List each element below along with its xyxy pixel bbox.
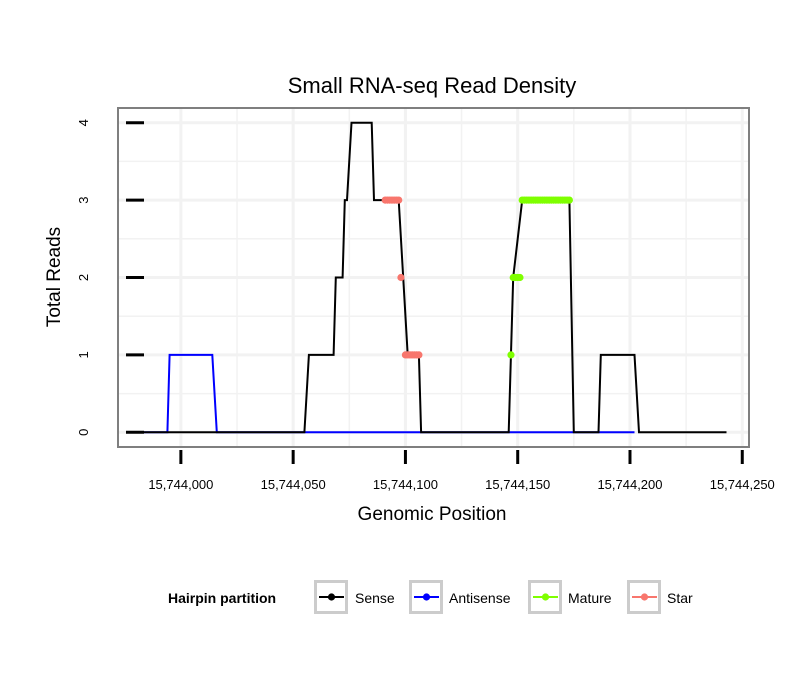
y-tick-label: 2 xyxy=(76,274,91,281)
y-axis: 0 1 2 3 4 xyxy=(76,119,144,436)
x-axis: 15,744,000 15,744,050 15,744,100 15,744,150… xyxy=(148,450,775,492)
legend-title: Hairpin partition xyxy=(168,590,276,606)
legend-label-star: Star xyxy=(667,590,693,606)
x-tick-label: 15,744,050 xyxy=(261,477,326,492)
chart-title: Small RNA-seq Read Density xyxy=(288,73,577,98)
legend-label-sense: Sense xyxy=(355,590,395,606)
legend-label-antisense: Antisense xyxy=(449,590,511,606)
x-axis-title: Genomic Position xyxy=(358,504,507,525)
star-point xyxy=(397,273,405,282)
x-tick-label: 15,744,250 xyxy=(710,477,775,492)
legend-dot-sense xyxy=(327,593,336,601)
x-tick-label: 15,744,200 xyxy=(597,477,662,492)
mature-point xyxy=(565,196,573,204)
legend-label-mature: Mature xyxy=(568,590,612,606)
star-point xyxy=(415,351,423,359)
y-tick-label: 1 xyxy=(76,351,91,358)
legend: Hairpin partition Sense Antisense Mature St… xyxy=(168,580,693,614)
star-point xyxy=(395,196,403,204)
x-tick-label: 15,744,150 xyxy=(485,477,550,492)
y-axis-title: Total Reads xyxy=(44,227,65,327)
y-tick-label: 0 xyxy=(76,429,91,436)
mature-point xyxy=(507,351,515,359)
x-tick-label: 15,744,000 xyxy=(148,477,213,492)
y-tick-label: 4 xyxy=(76,119,91,126)
y-tick-label: 3 xyxy=(76,196,91,203)
sense-series-line xyxy=(138,121,727,434)
legend-dot-mature xyxy=(541,593,550,601)
legend-dot-star xyxy=(640,593,649,601)
mature-point xyxy=(516,273,524,282)
legend-dot-antisense xyxy=(422,593,431,601)
series-layer xyxy=(138,121,727,434)
x-tick-label: 15,744,100 xyxy=(373,477,438,492)
